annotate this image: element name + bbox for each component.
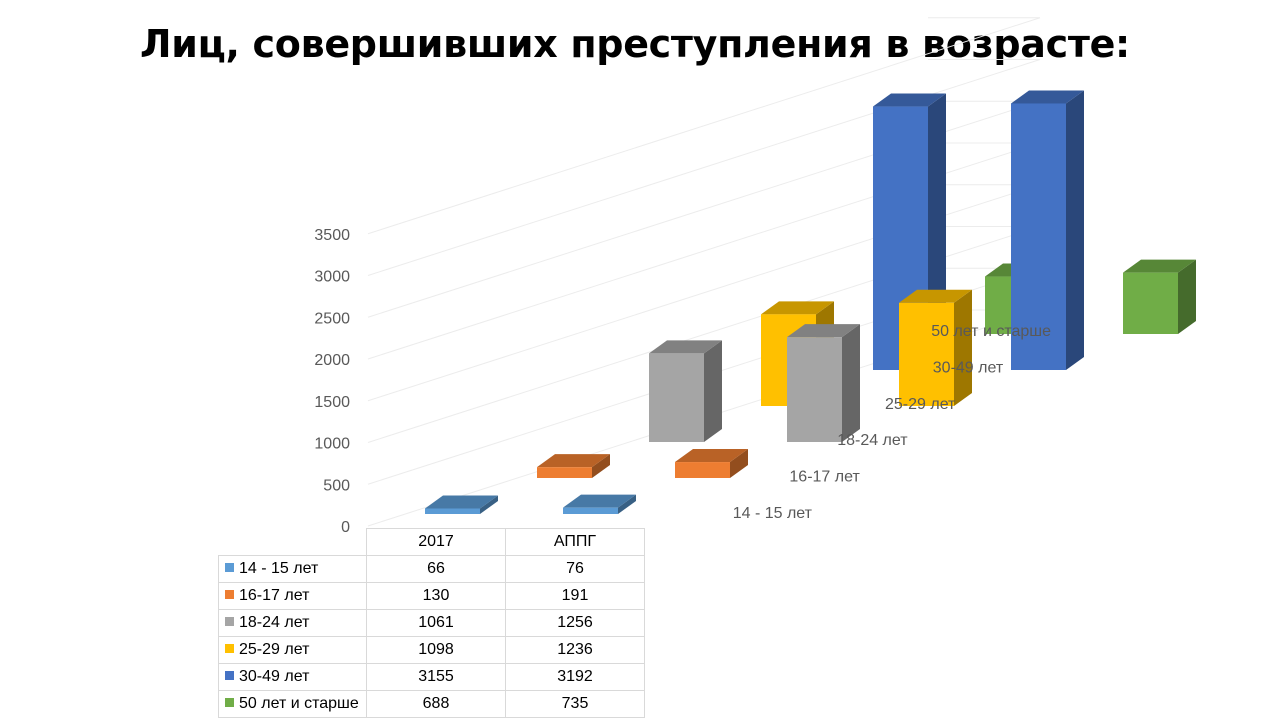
y-tick-label: 3500 — [314, 227, 350, 244]
bar-front — [1011, 103, 1066, 370]
bar-front — [787, 337, 842, 442]
bars — [425, 90, 1196, 514]
legend-swatch — [225, 590, 234, 599]
bar-side — [592, 454, 610, 478]
series-name-cell: 14 - 15 лет — [218, 555, 367, 583]
depth-axis-label: 14 - 15 лет — [733, 505, 813, 522]
series-name-cell: 18-24 лет — [218, 609, 367, 637]
value-cell: 688 — [366, 690, 506, 718]
table-row: 16-17 лет 130 191 — [218, 582, 645, 610]
y-tick-label: 2500 — [314, 310, 350, 327]
value-cell: 76 — [505, 555, 645, 583]
series-name: 16-17 лет — [239, 587, 310, 604]
value-cell: 1098 — [366, 636, 506, 664]
bar — [425, 495, 498, 514]
y-tick-label: 2000 — [314, 352, 350, 369]
bar-top — [563, 494, 636, 508]
bar — [899, 289, 972, 406]
bar-front — [899, 302, 954, 406]
series-name: 30-49 лет — [239, 668, 310, 685]
y-tick-label: 3000 — [314, 269, 350, 286]
bar-top — [761, 301, 834, 315]
bar-side — [480, 495, 498, 514]
bar-side — [704, 340, 722, 442]
value-cell: 130 — [366, 582, 506, 610]
y-tick-label: 500 — [323, 477, 350, 494]
y-tick-label: 1500 — [314, 394, 350, 411]
bar-front — [649, 353, 704, 442]
bar-top — [873, 93, 946, 107]
bar-side — [1066, 90, 1084, 370]
bar — [537, 454, 610, 478]
depth-axis-label: 30-49 лет — [933, 359, 1004, 376]
bar-front — [425, 508, 480, 514]
series-name-cell: 16-17 лет — [218, 582, 367, 610]
bar-top — [537, 454, 610, 468]
table-row: 18-24 лет 1061 1256 — [218, 609, 645, 637]
bar-front — [1123, 272, 1178, 334]
series-name: 18-24 лет — [239, 614, 310, 631]
value-cell: 1256 — [505, 609, 645, 637]
data-table-header-appg: АППГ — [505, 528, 645, 556]
series-name-cell: 25-29 лет — [218, 636, 367, 664]
legend-swatch — [225, 563, 234, 572]
bar — [675, 449, 748, 478]
bar-side — [730, 449, 748, 478]
bar-front — [563, 507, 618, 514]
depth-axis-label: 50 лет и старше — [931, 323, 1051, 340]
legend-swatch — [225, 617, 234, 626]
data-table-corner — [218, 528, 367, 556]
depth-axis-label: 16-17 лет — [789, 469, 860, 486]
value-cell: 3155 — [366, 663, 506, 691]
series-name: 25-29 лет — [239, 641, 310, 658]
depth-axis-labels: 14 - 15 лет 16-17 лет 18-24 лет 25-29 лет 30… — [733, 323, 1051, 522]
value-cell: 735 — [505, 690, 645, 718]
bar — [649, 340, 722, 442]
table-row: 50 лет и старше 688 735 — [218, 690, 645, 718]
table-row: 14 - 15 лет 66 76 — [218, 555, 645, 583]
value-cell: 1236 — [505, 636, 645, 664]
table-row: 30-49 лет 3155 3192 — [218, 663, 645, 691]
bar-top — [899, 289, 972, 303]
bar-top — [1123, 259, 1196, 273]
series-name-cell: 30-49 лет — [218, 663, 367, 691]
bar — [563, 494, 636, 514]
depth-axis-label: 18-24 лет — [837, 432, 908, 449]
bar-top — [787, 324, 860, 338]
data-table-header-row: 2017 АППГ — [218, 528, 645, 556]
value-cell: 3192 — [505, 663, 645, 691]
chart-title: Лиц, совершивших преступления в возрасте… — [140, 22, 1130, 66]
bar-front — [675, 462, 730, 478]
value-cell: 191 — [505, 582, 645, 610]
legend-swatch — [225, 671, 234, 680]
y-axis-ticks: 0 500 1000 1500 2000 2500 3000 3500 — [314, 227, 350, 536]
value-cell: 1061 — [366, 609, 506, 637]
bar-side — [842, 324, 860, 442]
value-cell: 66 — [366, 555, 506, 583]
bar-top — [649, 340, 722, 354]
series-name: 14 - 15 лет — [239, 560, 319, 577]
legend-swatch — [225, 698, 234, 707]
bar-side — [1178, 259, 1196, 334]
y-tick-label: 0 — [341, 519, 350, 536]
bar — [1123, 259, 1196, 334]
bar-top — [425, 495, 498, 509]
bar-front — [537, 467, 592, 478]
bar-side — [618, 494, 636, 514]
bar — [1011, 90, 1084, 370]
gridline-7 — [367, 17, 1041, 235]
bar-top — [675, 449, 748, 463]
table-row: 25-29 лет 1098 1236 — [218, 636, 645, 664]
legend-swatch — [225, 644, 234, 653]
series-name-cell: 50 лет и старше — [218, 690, 367, 718]
depth-axis-label: 25-29 лет — [885, 396, 956, 413]
bar — [787, 324, 860, 442]
data-table: 2017 АППГ 14 - 15 лет 66 76 16-17 лет 130 191… — [218, 528, 645, 718]
bar-side — [954, 289, 972, 406]
data-table-header-2017: 2017 — [366, 528, 506, 556]
y-tick-label: 1000 — [314, 436, 350, 453]
bar-top — [1011, 90, 1084, 104]
series-name: 50 лет и старше — [239, 695, 359, 712]
